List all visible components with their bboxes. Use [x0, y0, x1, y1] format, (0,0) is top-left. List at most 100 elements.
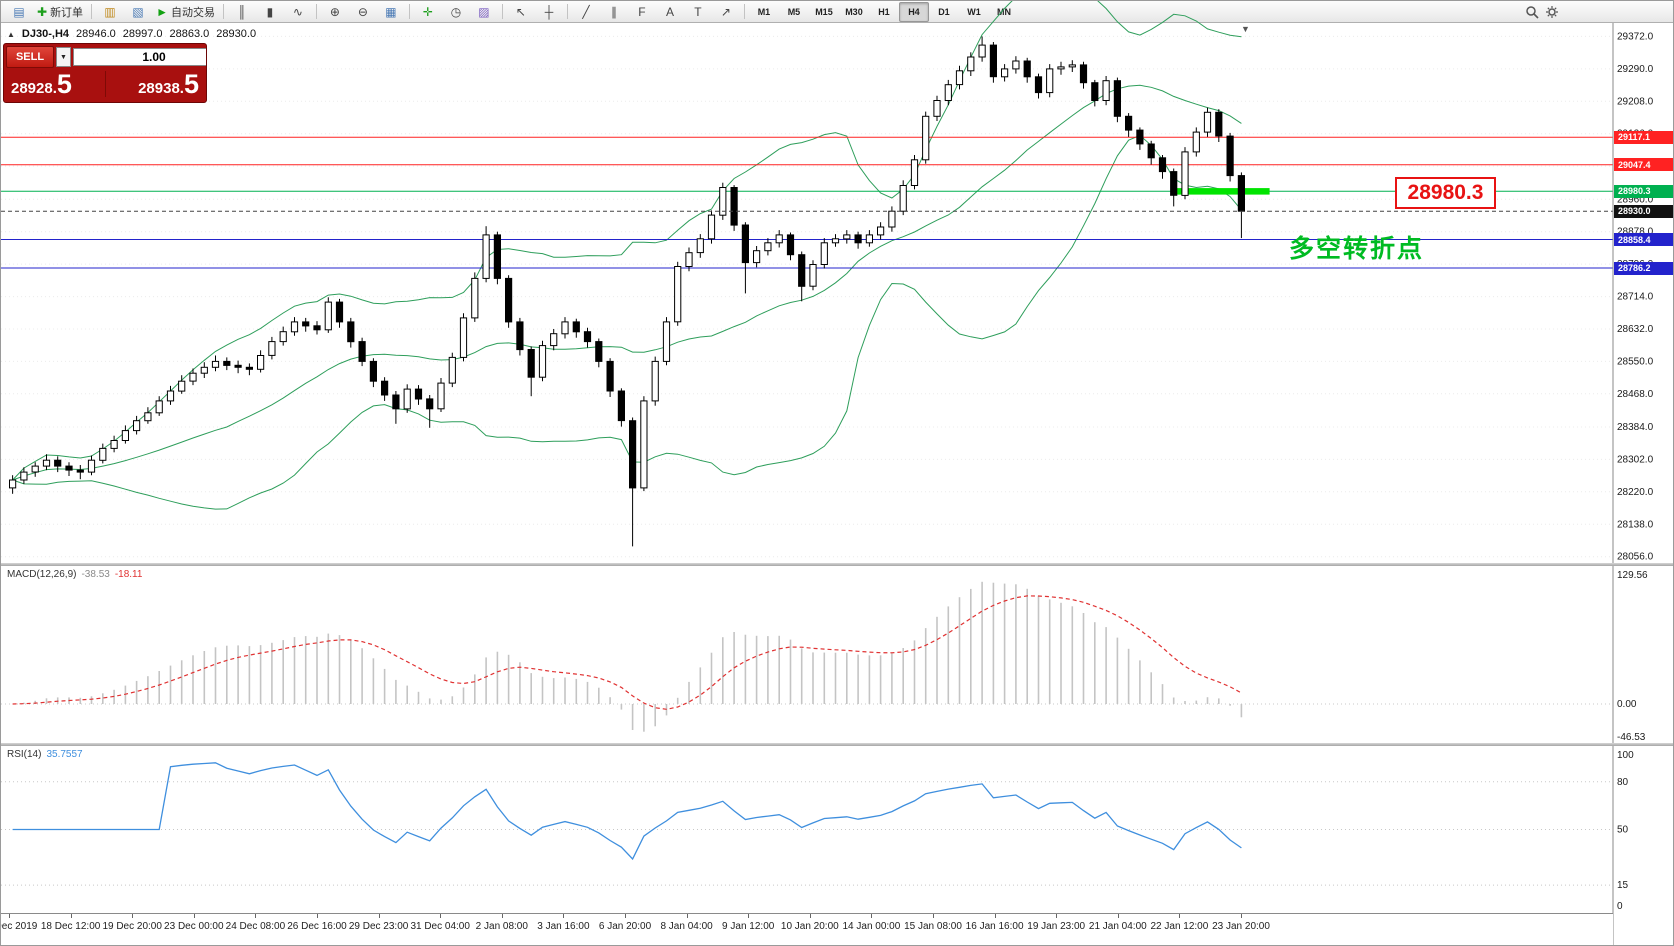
label-button[interactable]: T	[684, 2, 712, 22]
arrow-tools-button[interactable]: ↗	[712, 2, 740, 22]
chart-shift-marker[interactable]: ▼	[1241, 24, 1250, 34]
play-icon: ►	[156, 4, 168, 19]
price-badge-28858.4: 28858.4	[1614, 233, 1673, 246]
timeframe-mn[interactable]: MN	[989, 2, 1019, 22]
pivot-annotation-text[interactable]: 多空转折点	[1289, 234, 1425, 263]
time-label: 19 Dec 20:00	[102, 921, 162, 932]
pivot-highlight-segment[interactable]	[1174, 188, 1270, 195]
timeframe-h4-label: H4	[908, 6, 920, 17]
sell-button[interactable]: SELL	[6, 46, 54, 68]
tile-windows-icon: ▦	[385, 4, 397, 19]
indicators-button[interactable]: ✛	[414, 2, 442, 22]
timeframe-w1[interactable]: W1	[959, 2, 989, 22]
svg-text:28056.0: 28056.0	[1617, 552, 1654, 563]
sell-price[interactable]: 28928. 5	[11, 68, 72, 99]
price-level-label[interactable]: 28980.3	[1395, 177, 1496, 209]
price-badge-28980.3: 28980.3	[1614, 184, 1673, 198]
timeframe-d1-label: D1	[938, 6, 950, 17]
line-chart-button[interactable]: ∿	[284, 2, 312, 22]
price-badge-29047.4: 29047.4	[1614, 158, 1673, 172]
templates-button[interactable]: ▨	[470, 2, 498, 22]
volume-down-button[interactable]: ▼	[56, 47, 71, 67]
macd-axis: 129.56 0.00 -46.53	[1617, 570, 1648, 743]
indicator-plus-icon: ✛	[422, 4, 433, 19]
cursor-button[interactable]: ↖	[507, 2, 535, 22]
buy-price-small: 28938.	[138, 79, 184, 97]
trendline-button[interactable]: ╱	[572, 2, 600, 22]
svg-text:100: 100	[1617, 750, 1634, 761]
auto-trading-button[interactable]: ► 自动交易	[152, 2, 219, 22]
ohlc-high: 28997.0	[122, 28, 163, 40]
ohlc-low: 28863.0	[169, 28, 210, 40]
tile-windows-button[interactable]: ▦	[377, 2, 405, 22]
candlestick-chart-button[interactable]: ▮	[256, 2, 284, 22]
time-tick	[1179, 914, 1181, 918]
svg-text:28714.0: 28714.0	[1617, 292, 1654, 303]
zoom-in-button[interactable]: ⊕	[321, 2, 349, 22]
time-tick	[70, 914, 72, 918]
new-chart-button[interactable]: ▤	[5, 2, 33, 22]
periods-button[interactable]: ◷	[442, 2, 470, 22]
time-label: 8 Jan 04:00	[660, 921, 713, 932]
timeframe-m5-label: M5	[787, 6, 801, 17]
macd-name: MACD(12,26,9)	[7, 569, 77, 580]
timeframe-h4[interactable]: H4	[898, 1, 929, 22]
time-label: 9 Jan 12:00	[722, 921, 775, 932]
timeframe-m15[interactable]: M15	[809, 2, 839, 22]
zoom-out-button[interactable]: ⊖	[349, 2, 377, 22]
new-order-button[interactable]: ✚ 新订单	[33, 2, 87, 22]
time-tick	[994, 914, 996, 918]
bar-chart-button[interactable]: ║	[228, 2, 256, 22]
symbol-name: DJ30-,H4	[21, 28, 69, 40]
pane-splitter[interactable]	[1, 563, 1673, 566]
plus-icon: ✚	[37, 4, 48, 19]
channel-button[interactable]: ∥	[600, 2, 628, 22]
svg-text:28960.0: 28960.0	[1617, 194, 1654, 205]
arrow-icon: ↗	[720, 4, 731, 19]
svg-text:28632.0: 28632.0	[1617, 324, 1654, 335]
time-label: 3 Jan 16:00	[537, 921, 590, 932]
timeframe-m5[interactable]: M5	[779, 2, 809, 22]
chart-window-icon: ▥	[104, 4, 116, 19]
time-tick	[1241, 914, 1242, 918]
buy-price[interactable]: 28938. 5	[138, 70, 199, 98]
time-tick	[563, 914, 565, 918]
one-click-collapse-icon[interactable]: ▲	[7, 29, 15, 39]
timeframe-m30[interactable]: M30	[839, 2, 869, 22]
svg-text:-46.53: -46.53	[1617, 732, 1646, 743]
timeframe-m1[interactable]: M1	[749, 2, 779, 22]
macd-signal-line	[12, 595, 1242, 710]
text-button[interactable]: A	[656, 2, 684, 22]
timeframe-h1[interactable]: H1	[869, 2, 899, 22]
rsi-line	[12, 762, 1242, 861]
svg-text:0.00: 0.00	[1617, 699, 1637, 710]
time-label: 10 Jan 20:00	[780, 921, 839, 932]
price-grid: 29372.029290.029208.029126.029044.028960…	[1, 31, 1654, 563]
horizontal-level-lines[interactable]	[1, 136, 1613, 269]
time-tick	[317, 914, 318, 918]
timeframe-d1[interactable]: D1	[929, 2, 959, 22]
sell-price-big: 5	[56, 68, 72, 99]
time-tick	[809, 914, 811, 918]
zoom-in-icon: ⊕	[329, 4, 340, 19]
volume-input[interactable]	[73, 48, 206, 66]
charts-menu-button[interactable]: ▥	[96, 2, 124, 22]
macd-histogram	[23, 581, 1243, 732]
settings-icon[interactable]	[1545, 5, 1559, 19]
search-icon[interactable]	[1525, 5, 1539, 19]
profiles-button[interactable]: ▧	[124, 2, 152, 22]
time-tick	[1056, 914, 1058, 918]
crosshair-button[interactable]: ┼	[535, 2, 563, 22]
trade-panel-top-row: SELL ▼ ▲ BUY	[4, 44, 206, 68]
text-icon: A	[665, 4, 674, 19]
time-tick	[748, 914, 750, 918]
toolbar-separator	[501, 4, 503, 19]
toolbar-separator	[91, 4, 93, 19]
macd-value-main: -38.53	[81, 569, 110, 580]
fibonacci-button[interactable]: F	[628, 2, 656, 22]
pane-splitter[interactable]	[1, 743, 1673, 746]
symbol-info: ▲ DJ30-,H4 28946.0 28997.0 28863.0 28930…	[7, 28, 256, 40]
